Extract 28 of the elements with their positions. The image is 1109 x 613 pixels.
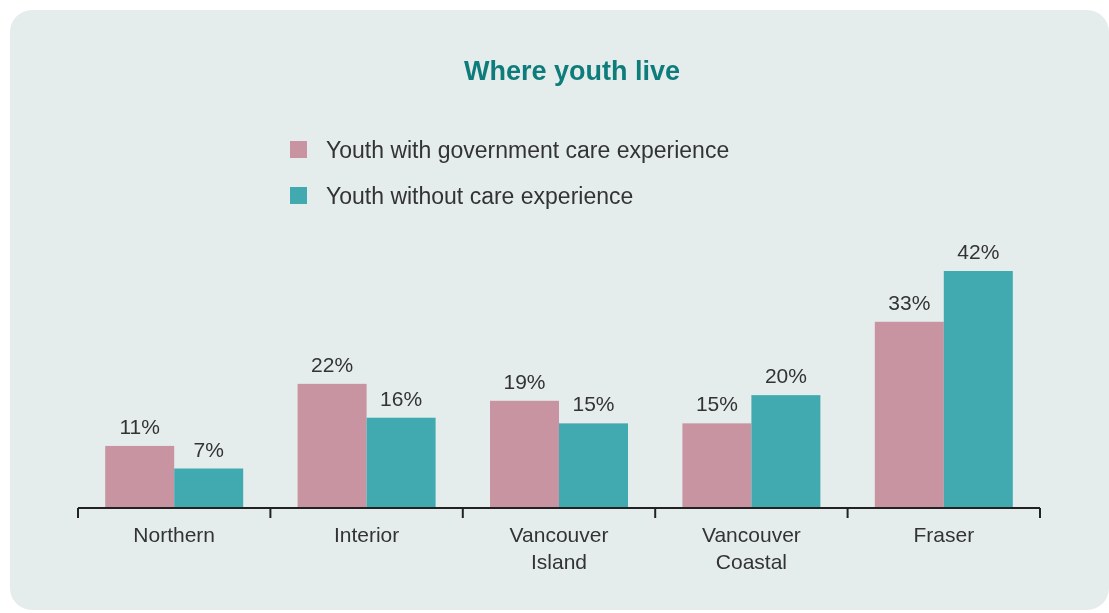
bar <box>490 400 559 508</box>
data-label: 33% <box>888 290 931 314</box>
data-label: 11% <box>119 414 160 438</box>
x-tick-label: Northern <box>133 523 216 546</box>
data-label: 15% <box>572 392 615 416</box>
data-label: 20% <box>764 364 807 388</box>
x-tick-label: Interior <box>333 523 400 546</box>
x-tick-label: Vancouver Coastal <box>701 523 801 573</box>
bar <box>174 468 244 508</box>
bar <box>682 423 752 508</box>
data-label: 22% <box>311 352 354 376</box>
x-tick-label: Fraser <box>913 523 975 546</box>
bar <box>297 383 367 508</box>
legend-label: Youth with government care experience <box>326 137 730 163</box>
bar <box>943 271 1013 508</box>
bar <box>751 395 821 508</box>
bar <box>366 417 436 508</box>
data-label: 16% <box>380 386 423 410</box>
legend-label: Youth without care experience <box>326 183 634 209</box>
bar <box>559 423 628 508</box>
data-label: 42% <box>957 240 1000 263</box>
bar <box>874 321 944 508</box>
data-label: 15% <box>695 392 738 416</box>
x-tick-label: Vancouver Island <box>509 523 609 573</box>
bar <box>105 445 175 508</box>
data-label: 19% <box>503 369 546 393</box>
data-label: 7% <box>193 437 224 461</box>
chart-title: Where youth live <box>463 56 681 86</box>
